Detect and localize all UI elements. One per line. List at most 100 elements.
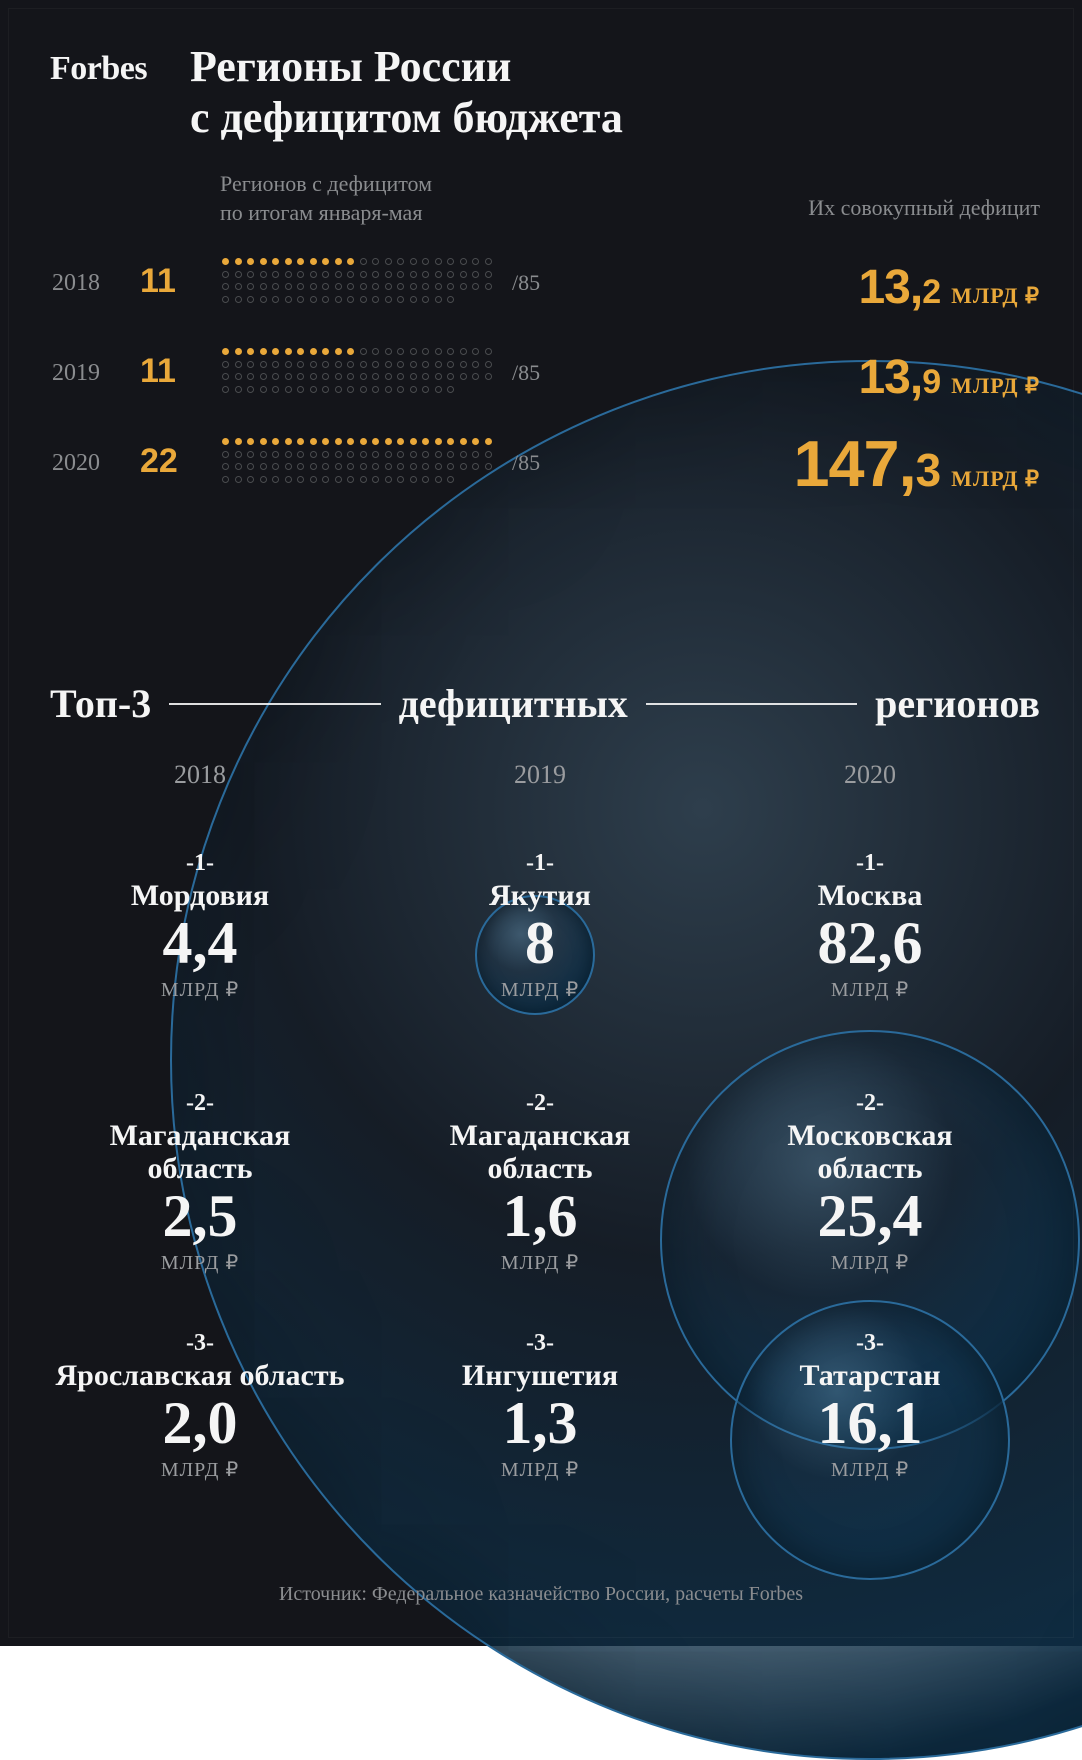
top3-unit: МЛРД ₽ xyxy=(690,1250,1050,1275)
top3-entry-2-1: -2-Московская область25,4МЛРД ₽ xyxy=(690,1090,1050,1275)
dot-empty xyxy=(435,271,442,278)
dot-empty xyxy=(272,271,279,278)
dot-empty xyxy=(397,283,404,290)
top3-title-line xyxy=(169,703,380,705)
dot-empty xyxy=(272,283,279,290)
dot-empty xyxy=(447,463,454,470)
dot-empty xyxy=(247,361,254,368)
dot-empty xyxy=(410,386,417,393)
dot-empty xyxy=(485,361,492,368)
top3-unit: МЛРД ₽ xyxy=(690,977,1050,1002)
dot-empty xyxy=(385,373,392,380)
top3-title: Топ-3дефицитныхрегионов xyxy=(50,680,1040,727)
dot-empty xyxy=(472,271,479,278)
top3-value: 8 xyxy=(360,912,720,975)
dot-filled xyxy=(310,438,317,445)
dot-empty xyxy=(435,476,442,483)
dot-empty xyxy=(335,296,342,303)
top3-title-line xyxy=(646,703,857,705)
dot-filled xyxy=(222,258,229,265)
top3-region: Татарстан xyxy=(690,1359,1050,1392)
dot-empty xyxy=(322,476,329,483)
dot-empty xyxy=(272,296,279,303)
dot-empty xyxy=(222,283,229,290)
top3-year-2019: 2019 xyxy=(480,760,600,790)
dot-empty xyxy=(472,258,479,265)
deficit-value-big: 13, xyxy=(858,351,922,404)
dot-empty xyxy=(372,476,379,483)
dot-empty xyxy=(285,271,292,278)
dot-empty xyxy=(472,361,479,368)
dot-empty xyxy=(422,463,429,470)
deficit-unit: МЛРД ₽ xyxy=(951,373,1040,398)
dot-empty xyxy=(310,386,317,393)
dot-empty xyxy=(447,296,454,303)
top3-entry-1-2: -3-Ингушетия1,3МЛРД ₽ xyxy=(360,1330,720,1482)
top3-region: Ингушетия xyxy=(360,1359,720,1392)
top3-value: 1,6 xyxy=(360,1185,720,1248)
dot-empty xyxy=(260,361,267,368)
dot-empty xyxy=(310,283,317,290)
dot-empty xyxy=(235,373,242,380)
dot-filled xyxy=(447,438,454,445)
dot-empty xyxy=(397,296,404,303)
dot-empty xyxy=(385,348,392,355)
dot-empty xyxy=(285,373,292,380)
deficit-year-2018: 2018 xyxy=(52,270,100,297)
top3-entry-0-1: -2-Магаданская область2,5МЛРД ₽ xyxy=(20,1090,380,1275)
dot-empty xyxy=(297,476,304,483)
dot-empty xyxy=(485,373,492,380)
dot-filled xyxy=(435,438,442,445)
dot-empty xyxy=(397,271,404,278)
dot-empty xyxy=(335,451,342,458)
dot-empty xyxy=(360,463,367,470)
dot-empty xyxy=(335,373,342,380)
top3-entry-2-0: -1-Москва82,6МЛРД ₽ xyxy=(690,850,1050,1002)
dot-filled xyxy=(297,258,304,265)
dot-filled xyxy=(347,438,354,445)
dot-filled xyxy=(222,438,229,445)
dot-empty xyxy=(472,463,479,470)
dot-empty xyxy=(260,296,267,303)
dot-empty xyxy=(235,451,242,458)
dot-empty xyxy=(460,463,467,470)
dot-empty xyxy=(360,258,367,265)
dot-empty xyxy=(472,373,479,380)
dot-empty xyxy=(235,283,242,290)
dot-empty xyxy=(335,476,342,483)
deficit-total-2019: /85 xyxy=(512,360,540,386)
dot-empty xyxy=(285,463,292,470)
dot-filled xyxy=(235,348,242,355)
top3-unit: МЛРД ₽ xyxy=(360,1457,720,1482)
dot-empty xyxy=(260,386,267,393)
dot-empty xyxy=(460,283,467,290)
dot-filled xyxy=(260,348,267,355)
dot-empty xyxy=(422,451,429,458)
dot-empty xyxy=(260,451,267,458)
dot-empty xyxy=(360,283,367,290)
dot-empty xyxy=(435,283,442,290)
dot-empty xyxy=(347,373,354,380)
dot-empty xyxy=(235,386,242,393)
dot-filled xyxy=(235,438,242,445)
dot-filled xyxy=(347,348,354,355)
dot-empty xyxy=(372,361,379,368)
dot-empty xyxy=(310,476,317,483)
dot-empty xyxy=(347,463,354,470)
dot-empty xyxy=(422,361,429,368)
deficit-value-2018: 13,2МЛРД ₽ xyxy=(680,260,1040,315)
source-text: Источник: Федеральное казначейство Росси… xyxy=(0,1583,1082,1606)
dot-empty xyxy=(322,283,329,290)
dot-filled xyxy=(272,258,279,265)
dot-empty xyxy=(410,361,417,368)
dot-empty xyxy=(435,348,442,355)
dot-empty xyxy=(297,283,304,290)
dot-empty xyxy=(447,451,454,458)
deficit-unit: МЛРД ₽ xyxy=(951,466,1040,491)
top3-region: Мордовия xyxy=(20,879,380,912)
dot-empty xyxy=(485,283,492,290)
top3-unit: МЛРД ₽ xyxy=(20,1250,380,1275)
top3-value: 1,3 xyxy=(360,1392,720,1455)
dot-empty xyxy=(235,361,242,368)
dot-empty xyxy=(310,451,317,458)
